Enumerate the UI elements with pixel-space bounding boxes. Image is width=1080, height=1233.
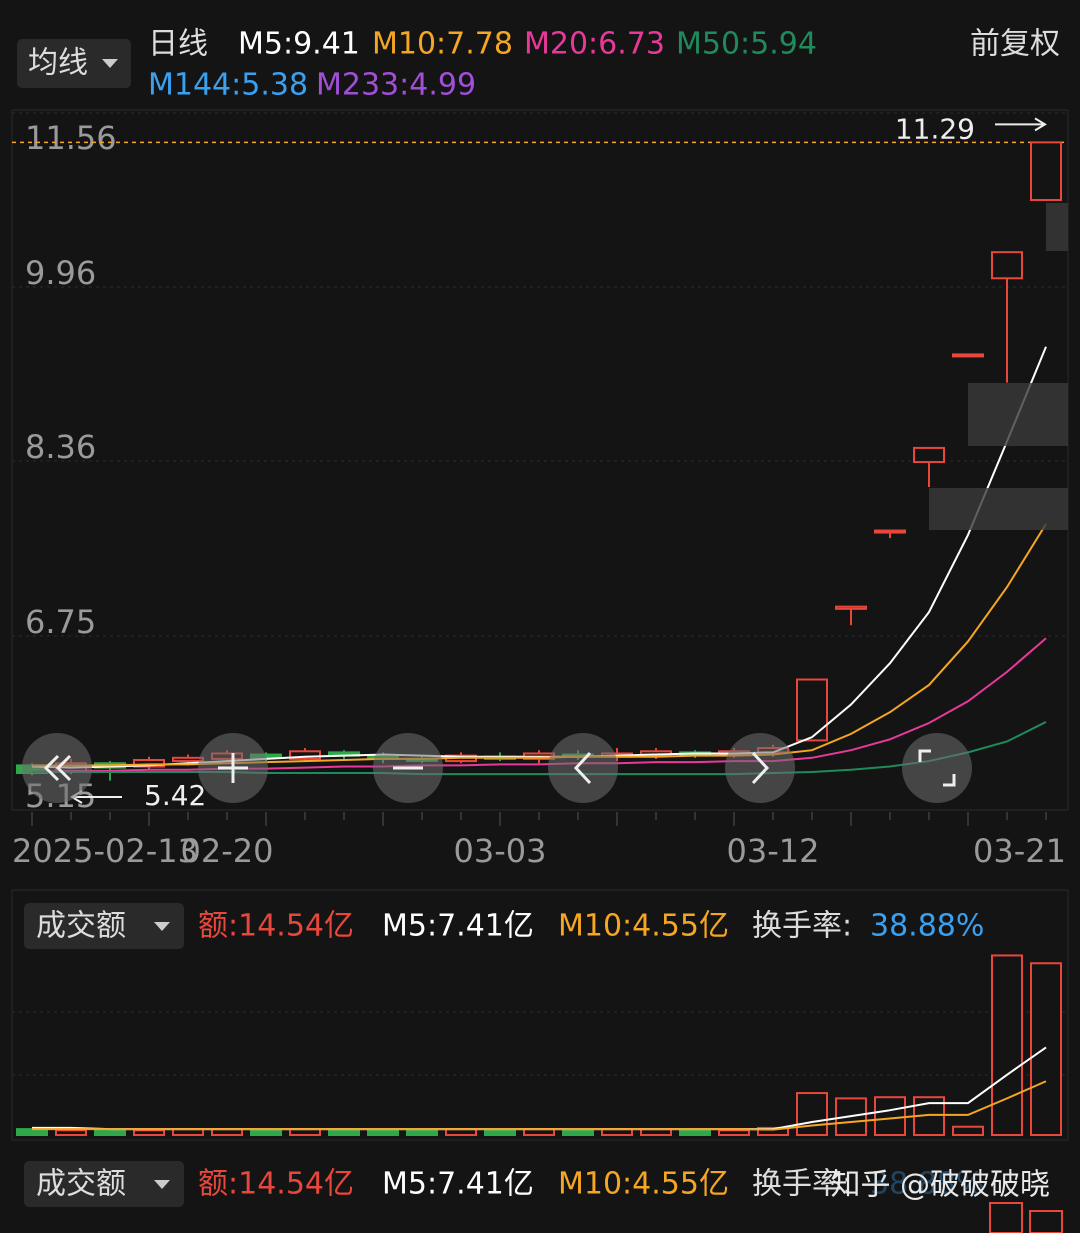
legend-entry: M5:9.41 xyxy=(238,27,360,62)
volume-ma: M10:4.55亿 xyxy=(558,1167,729,1202)
x-tick-label: 03-12 xyxy=(727,832,820,870)
volume-bar xyxy=(679,1129,711,1137)
volume-menu-label: 成交额 xyxy=(36,1167,126,1202)
y-tick-label: 9.96 xyxy=(25,254,96,292)
dropdown-arrow xyxy=(154,1180,170,1189)
volume-bar xyxy=(1030,962,1062,1137)
volume-ma: M5:7.41亿 xyxy=(382,1167,534,1202)
zoom-in[interactable] xyxy=(198,733,268,803)
x-tick-label: 03-03 xyxy=(454,832,547,870)
volume-menu[interactable] xyxy=(24,1161,184,1207)
ma-menu[interactable] xyxy=(17,39,131,88)
legend-entry: M20:6.73 xyxy=(524,27,665,62)
overlay xyxy=(968,383,1068,446)
volume-chart xyxy=(12,954,1068,1137)
volume-bar xyxy=(796,1092,828,1137)
candle-body xyxy=(835,605,867,610)
volume-bar xyxy=(406,1129,438,1137)
legend-entry: M233:4.99 xyxy=(316,68,476,103)
min-label: 5.42 xyxy=(144,779,206,812)
volume-header: 额:14.54亿 M5:7.41亿 M10:4.55亿 换手率: 38.88% xyxy=(198,909,984,944)
candle-body xyxy=(1030,141,1062,201)
volume-bar xyxy=(757,1126,789,1136)
candle-body xyxy=(874,529,906,534)
volume-menu[interactable] xyxy=(24,903,184,949)
legend: M5:9.41 M10:7.78 M20:6.73 M50:5.94 M144:5.38… xyxy=(148,27,817,103)
candle-body xyxy=(991,251,1023,280)
dropdown-arrow xyxy=(154,922,170,931)
y-tick-label: 8.36 xyxy=(25,428,96,466)
volume-bar xyxy=(952,1125,984,1136)
volume-ma: M5:7.41亿 xyxy=(382,909,534,944)
volume-ma: M10:4.55亿 xyxy=(558,909,729,944)
amount: 额:14.54亿 xyxy=(198,909,354,944)
volume-frame xyxy=(11,889,1069,1141)
turnover: 38.88% xyxy=(870,909,984,944)
zoom-out[interactable] xyxy=(373,733,443,803)
ma-line xyxy=(32,1080,1047,1131)
volume-bar xyxy=(55,1129,87,1137)
overlay xyxy=(1046,203,1068,251)
y-tick-label: 11.56 xyxy=(25,119,117,157)
volume-bar xyxy=(484,1129,516,1137)
volume-bar xyxy=(250,1129,282,1137)
bar-fragment xyxy=(1029,1210,1063,1233)
y-tick-label: 6.75 xyxy=(25,603,96,641)
legend-entry: M144:5.38 xyxy=(148,68,308,103)
volume-bar xyxy=(874,1096,906,1136)
max-arrow xyxy=(995,117,1047,132)
scroll-left[interactable] xyxy=(548,733,618,803)
candle-body xyxy=(133,758,165,768)
volume-bar xyxy=(991,954,1023,1137)
candle-body xyxy=(172,756,204,763)
volume-bar xyxy=(133,1129,165,1137)
x-tick-label: 2025-02-13 xyxy=(12,832,198,870)
candle-body xyxy=(289,750,321,760)
amount: 额:14.54亿 xyxy=(198,1167,354,1202)
turnover-label: 换手率: xyxy=(752,1167,852,1202)
candle-body xyxy=(952,353,984,358)
candle-body xyxy=(913,446,945,464)
adjust[interactable]: 前复权 xyxy=(970,27,1060,62)
volume-bar xyxy=(367,1129,399,1137)
volume-bar xyxy=(562,1129,594,1137)
x-tick-label: 03-21 xyxy=(973,832,1066,870)
bar-fragment xyxy=(989,1202,1023,1233)
dropdown-arrow xyxy=(102,59,118,68)
volume-bar xyxy=(718,1129,750,1137)
scroll-right[interactable] xyxy=(725,733,795,803)
fullscreen[interactable] xyxy=(902,733,972,803)
volume-header: 额:14.54亿 M5:7.41亿 M10:4.55亿 换手率: 38.88% xyxy=(198,1167,984,1202)
overlay xyxy=(929,488,1068,530)
ma-menu-label: 均线 xyxy=(28,46,88,81)
scroll-start[interactable] xyxy=(22,733,92,803)
turnover-label: 换手率: xyxy=(752,909,852,944)
period: 日线 xyxy=(148,27,208,62)
x-tick-label: 02-20 xyxy=(181,832,274,870)
candle-body xyxy=(796,678,828,742)
legend-entry: M50:5.94 xyxy=(676,27,817,62)
watermark: 知乎 @破破破晓 xyxy=(830,1168,1050,1203)
max-label: 11.29 xyxy=(895,112,975,145)
legend-entry: M10:7.78 xyxy=(372,27,513,62)
turnover: 38.88% xyxy=(870,1167,984,1202)
volume-menu-label: 成交额 xyxy=(36,909,126,944)
